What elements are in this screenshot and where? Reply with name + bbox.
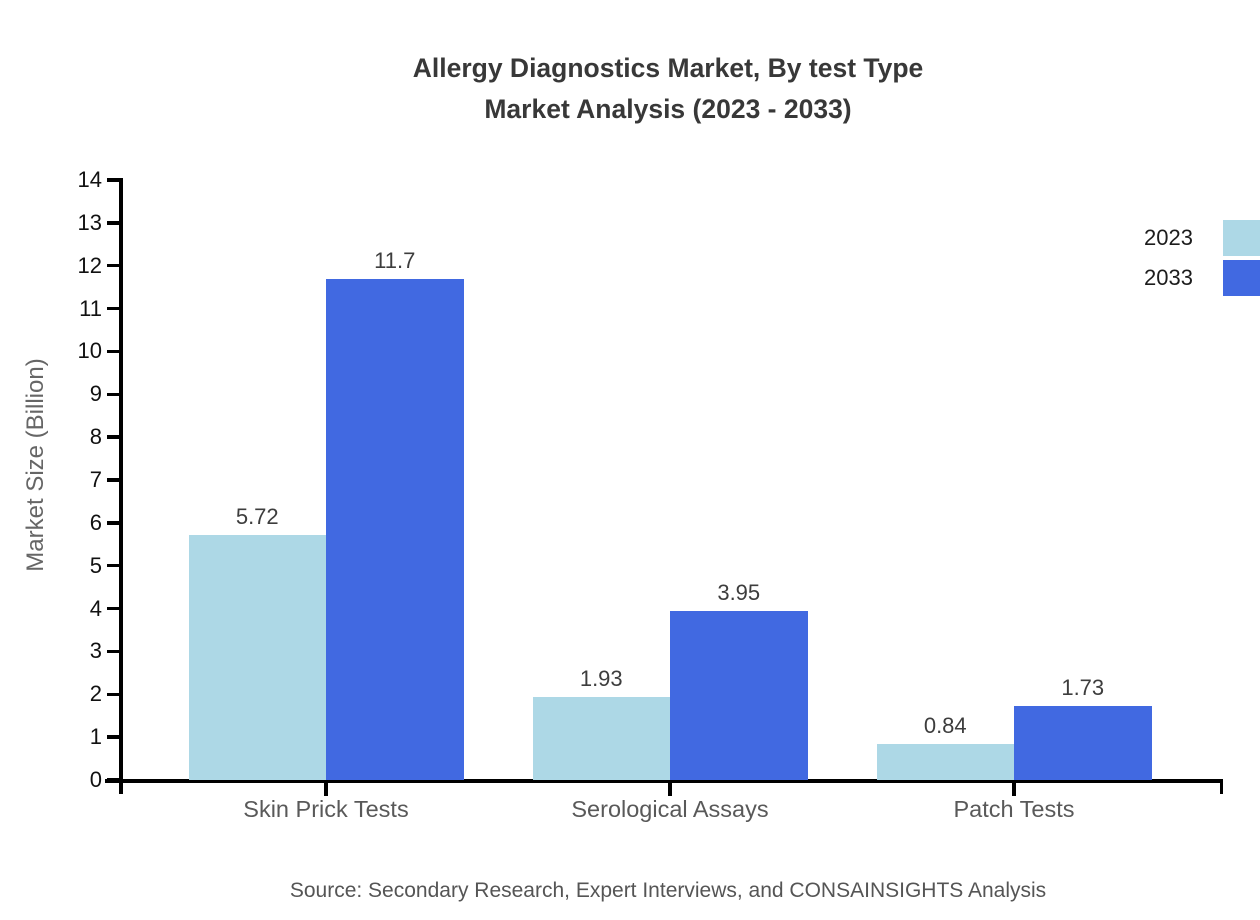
- y-tick: [107, 606, 120, 611]
- bar-2023-skin-prick-tests: [188, 534, 326, 780]
- bar-value-label: 1.73: [1061, 674, 1105, 700]
- y-tick-label: 11: [79, 295, 102, 321]
- bar-value-label: 11.7: [374, 247, 416, 273]
- y-tick: [107, 735, 120, 739]
- bar-value-label: 5.72: [235, 503, 279, 529]
- y-tick-label: 5: [89, 552, 102, 578]
- y-tick: [107, 349, 120, 354]
- y-tick-label: 7: [89, 467, 102, 492]
- y-tick-label: 14: [77, 167, 102, 192]
- legend-label: 2023: [1144, 225, 1193, 250]
- bar-value-label: 1.93: [579, 666, 623, 692]
- y-tick: [107, 521, 120, 525]
- legend-item-2023: 2023: [1144, 220, 1260, 256]
- chart-title: Allergy Diagnostics Market, By test Type…: [113, 48, 1223, 130]
- legend: 2023 2033: [1144, 220, 1260, 296]
- y-tick-label: 8: [89, 424, 102, 450]
- legend-swatch: [1223, 260, 1260, 296]
- x-tick: [668, 781, 672, 796]
- y-tick-label: 13: [77, 209, 102, 235]
- y-tick: [107, 478, 120, 482]
- y-tick: [107, 392, 120, 397]
- chart-title-line1: Allergy Diagnostics Market, By test Type: [412, 53, 924, 83]
- y-tick: [107, 306, 120, 311]
- legend-item-2033: 2033: [1144, 260, 1260, 296]
- y-tick: [107, 649, 120, 654]
- y-tick: [107, 178, 120, 182]
- bar-2023-serological-assays: [532, 697, 670, 780]
- y-tick-label: 1: [89, 724, 102, 750]
- legend-swatch: [1223, 220, 1260, 256]
- bar-2033-skin-prick-tests: [326, 278, 464, 780]
- x-tick: [1012, 781, 1016, 796]
- y-axis-line: [119, 178, 123, 794]
- y-tick-label: 0: [89, 767, 102, 792]
- y-tick: [107, 221, 120, 225]
- source-note: Source: Secondary Research, Expert Inter…: [289, 879, 1047, 902]
- y-tick: [107, 263, 120, 268]
- chart-title-line2: Market Analysis (2023 - 2033): [484, 94, 852, 124]
- bar-value-label: 0.84: [923, 713, 967, 738]
- category-label: Skin Prick Tests: [243, 796, 409, 822]
- legend-label: 2033: [1144, 265, 1193, 290]
- category-label: Serological Assays: [571, 796, 769, 822]
- x-tick: [324, 781, 328, 796]
- y-tick-label: 9: [89, 381, 102, 407]
- bar-2033-patch-tests: [1014, 705, 1152, 780]
- y-tick-label: 6: [89, 509, 102, 535]
- y-tick-label: 3: [89, 638, 102, 664]
- y-tick: [107, 563, 120, 568]
- x-axis-line: [105, 779, 1223, 783]
- x-axis-end-tick: [1219, 781, 1223, 794]
- y-tick: [107, 778, 120, 782]
- y-tick: [107, 692, 120, 697]
- y-tick-label: 2: [89, 681, 102, 707]
- bar-value-label: 3.95: [717, 579, 761, 605]
- bar-2033-serological-assays: [670, 610, 808, 780]
- y-tick-label: 4: [89, 595, 102, 621]
- y-tick-label: 10: [77, 338, 102, 364]
- y-tick: [107, 435, 120, 439]
- bar-2023-patch-tests: [876, 744, 1014, 780]
- y-tick-label: 12: [77, 252, 102, 278]
- category-label: Patch Tests: [953, 796, 1075, 822]
